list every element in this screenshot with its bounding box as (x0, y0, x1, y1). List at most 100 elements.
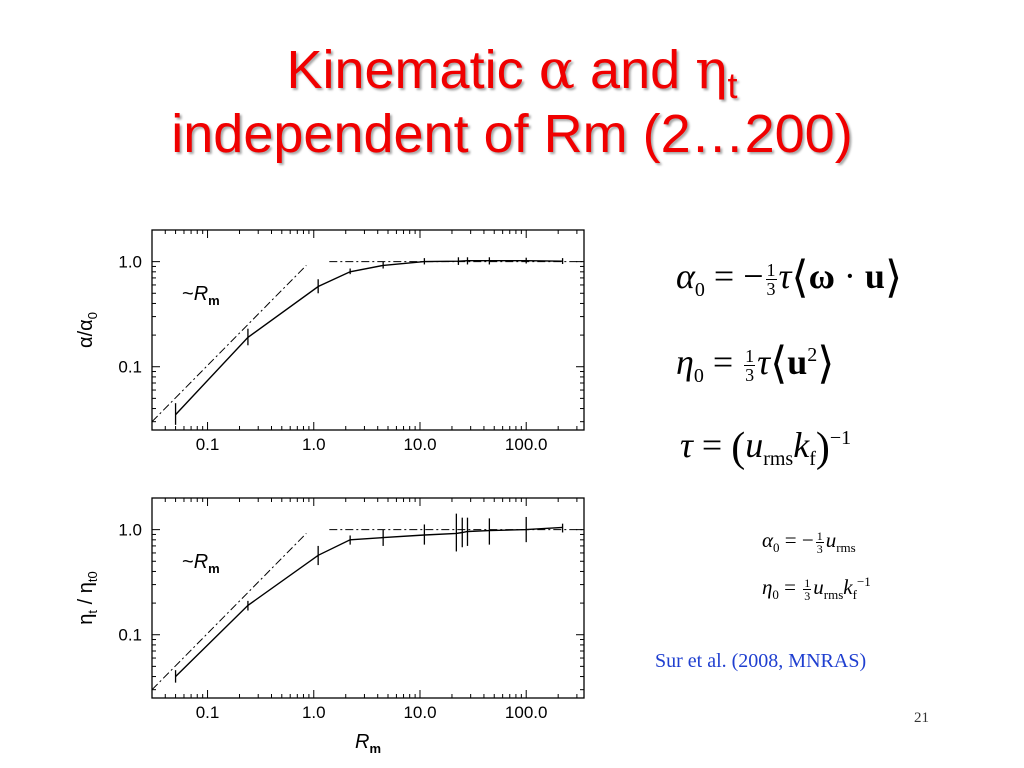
y-axis-label: α/α0 (75, 312, 100, 348)
x-tick-label: 100.0 (505, 435, 548, 454)
eta0-formula: η0 = 1 3 τ⟨u2⟩ (676, 338, 834, 389)
rm-annotation-r: R (194, 283, 208, 305)
alpha0-omega: ω (808, 256, 835, 296)
alpha0-rms-subscript: 0 (773, 540, 780, 556)
rm-annotation-subscript: m (208, 293, 220, 308)
alpha0-rms-symbol: α (762, 528, 774, 552)
rm-annotation-subscript: m (208, 561, 220, 576)
title-eta-subscript: t (727, 65, 738, 106)
rm-annotation: ~Rm (182, 551, 220, 576)
rm-annotation-tilde: ~ (182, 283, 194, 305)
eta0-tau: τ (757, 342, 771, 382)
eta0-rms-k-subscript: f (852, 587, 857, 603)
eta0-rms-subscript: 0 (772, 587, 779, 603)
reference-line (151, 265, 307, 423)
x-axis-label-subscript: m (369, 741, 381, 756)
eta0-rms-u-subscript: rms (823, 587, 844, 603)
tau-k: k (793, 425, 810, 465)
alpha0-rms-fraction-numerator: 1 (815, 528, 824, 543)
y-axis-label-main: α/α (75, 319, 97, 348)
slide-number: 21 (914, 710, 929, 726)
y-tick-label: 1.0 (118, 253, 142, 272)
x-tick-label: 100.0 (505, 703, 548, 722)
x-tick-label: 0.1 (196, 435, 220, 454)
eta0-rms-u: u (813, 575, 824, 599)
y-axis-label-subscript: t (85, 610, 100, 614)
title-and: and (575, 40, 696, 100)
y-axis-label-subscript: 0 (85, 312, 100, 319)
alpha0-rms-u: u (825, 528, 837, 552)
alpha0-fraction-denominator: 3 (766, 279, 776, 300)
y-axis-label-subscript-2: t0 (85, 571, 100, 582)
eta0-rms-formula: η0 = 1 3 urmskf−1 (762, 574, 871, 603)
title-prefix: Kinematic (286, 40, 539, 100)
slide-title: Kinematic α and ηt independent of Rm (2…… (0, 38, 1024, 166)
tau-superscript: −1 (829, 427, 852, 449)
left-paren: ( (731, 425, 746, 471)
eta0-u: u (787, 342, 808, 382)
eta0-superscript: 2 (807, 344, 818, 366)
eta0-rms-superscript: −1 (856, 574, 871, 589)
tau-equals: = (692, 425, 732, 465)
reference-line (151, 533, 307, 691)
y-axis-label-divider: / η (75, 582, 97, 610)
tau-u: u (745, 425, 764, 465)
alpha0-rms-formula: α0 = −1 3 urms (762, 528, 856, 556)
y-axis-label-main: η (75, 614, 97, 625)
left-angle-bracket: ⟨ (791, 252, 809, 303)
title-line-1: Kinematic α and ηt (0, 38, 1024, 104)
y-tick-label: 0.1 (118, 626, 142, 645)
alpha0-symbol: α (676, 256, 695, 296)
alpha0-rms-equals: = − (779, 528, 814, 552)
right-angle-bracket: ⟩ (884, 252, 903, 303)
x-tick-label: 1.0 (302, 703, 326, 722)
y-axis-label: ηt / ηt0 (75, 571, 100, 624)
left-angle-bracket: ⟨ (770, 338, 788, 389)
title-eta: η (695, 38, 728, 101)
title-alpha: α (538, 38, 576, 101)
citation: Sur et al. (2008, MNRAS) (655, 650, 867, 672)
rm-annotation-tilde: ~ (182, 551, 194, 573)
eta0-fraction-numerator: 1 (744, 346, 756, 367)
y-tick-label: 0.1 (118, 358, 142, 377)
tau-symbol: τ (680, 425, 693, 465)
data-line (175, 526, 563, 677)
x-tick-label: 10.0 (403, 435, 436, 454)
alpha0-equals: = − (704, 256, 764, 296)
alpha0-subscript: 0 (694, 279, 705, 302)
x-axis-label-main: R (355, 731, 369, 753)
title-line-2: independent of Rm (2…200) (171, 104, 853, 164)
alpha0-rms-u-subscript: rms (836, 540, 856, 556)
eta0-rms-k: k (843, 575, 853, 599)
tau-k-subscript: f (809, 448, 816, 471)
alpha0-u: u (864, 256, 885, 296)
alpha0-tau: τ (778, 256, 792, 296)
alpha0-rms-fraction-denominator: 3 (816, 541, 823, 556)
eta0-rms-fraction-denominator: 3 (804, 588, 811, 603)
rm-annotation-r: R (194, 551, 208, 573)
plot-frame (151, 497, 585, 699)
eta0-equals: = (703, 342, 743, 382)
right-paren: ) (815, 425, 830, 471)
tau-u-subscript: rms (763, 448, 794, 471)
tau-formula: τ = (urmskf)−1 (680, 424, 851, 472)
alpha-plot: 0.1 1.0 10.0 100.0 0.1 1.0 α/α0 ~Rm (75, 229, 585, 454)
eta0-fraction-denominator: 3 (745, 365, 755, 386)
eta0-rms-fraction-numerator: 1 (803, 575, 812, 590)
eta0-rms-equals: = (778, 575, 802, 599)
eta0-subscript: 0 (693, 365, 704, 388)
y-tick-label: 1.0 (118, 521, 142, 540)
x-tick-label: 10.0 (403, 703, 436, 722)
eta0-rms-symbol: η (762, 575, 773, 599)
alpha0-formula: α0 = −1 3 τ⟨ω · u⟩ (676, 252, 902, 303)
eta0-symbol: η (676, 342, 694, 382)
x-axis-label: Rm (355, 731, 381, 756)
data-line (175, 260, 563, 416)
alpha0-dot: · (834, 256, 865, 296)
